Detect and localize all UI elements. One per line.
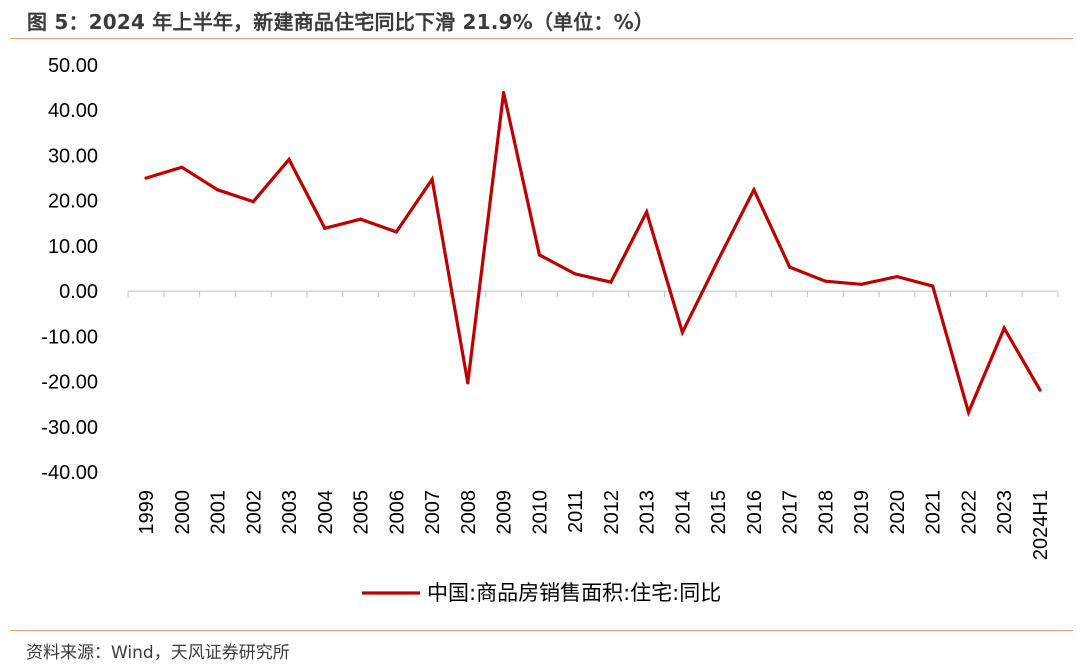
y-tick-label: 0.00 (59, 281, 98, 303)
data-point (215, 188, 220, 192)
y-axis-ticks: 50.00 40.00 30.00 20.00 10.00 0.00 -10.00 -20.0… (41, 55, 98, 484)
series-points (144, 90, 1042, 414)
x-tick-label: 2018 (815, 490, 837, 535)
legend-label: 中国:商品房销售面积:住宅:同比 (427, 581, 721, 605)
y-tick-label: -20.00 (41, 372, 98, 394)
y-tick-label: 10.00 (48, 236, 98, 258)
x-tick-label: 2016 (744, 490, 766, 535)
x-tick-label: 2024H1 (1030, 490, 1052, 560)
x-tick-label: 2008 (458, 490, 480, 535)
y-tick-label: 40.00 (48, 100, 98, 122)
x-tick-label: 2002 (243, 490, 265, 535)
data-point (537, 253, 541, 257)
data-point (609, 280, 613, 284)
data-point (645, 210, 649, 214)
x-tick-label: 2012 (601, 490, 623, 535)
y-tick-label: -10.00 (41, 326, 98, 348)
x-tick-label: 2005 (351, 490, 373, 535)
data-point (287, 157, 291, 162)
x-tick-label: 2001 (208, 490, 230, 535)
y-tick-label: 50.00 (48, 55, 98, 77)
data-point (752, 188, 756, 192)
x-tick-label: 2019 (851, 490, 873, 535)
x-tick-label: 2022 (958, 490, 980, 535)
x-tick-label: 2003 (279, 490, 301, 535)
data-point (680, 330, 685, 334)
x-tick-label: 2007 (422, 490, 444, 535)
data-point (716, 258, 720, 262)
data-point (966, 410, 971, 414)
x-tick-label: 1999 (136, 490, 158, 535)
data-point (430, 177, 434, 182)
y-tick-label: -30.00 (41, 417, 98, 439)
source-note: 资料来源：Wind，天风证券研究所 (26, 643, 290, 663)
y-tick-label: -40.00 (41, 462, 98, 484)
x-tick-label: 2017 (780, 490, 802, 535)
x-tick-label: 2014 (672, 490, 694, 535)
legend: 中国:商品房销售面积:住宅:同比 (362, 581, 721, 605)
data-point (1002, 326, 1006, 330)
bottom-divider (10, 630, 1073, 631)
x-tick-label: 2000 (172, 490, 194, 535)
x-tick-label: 2010 (529, 490, 551, 535)
data-point (323, 226, 327, 230)
data-point (466, 381, 470, 385)
figure-header: 图 5：2024 年上半年，新建商品住宅同比下滑 21.9%（单位：%） (0, 0, 1080, 38)
x-tick-label: 2006 (386, 490, 408, 535)
x-tick-label: 2021 (923, 490, 945, 535)
data-point (144, 176, 148, 180)
data-point (823, 279, 828, 283)
y-tick-label: 20.00 (48, 191, 98, 213)
x-tick-label: 2011 (565, 490, 587, 533)
x-tick-label: 2015 (708, 490, 730, 535)
data-point (358, 217, 363, 221)
series-line (145, 92, 1042, 418)
data-point (931, 284, 935, 288)
data-point (859, 282, 863, 286)
data-point (394, 230, 398, 234)
line-chart: 50.00 40.00 30.00 20.00 10.00 0.00 -10.00 -20.0… (41, 55, 1059, 605)
data-point (180, 165, 184, 169)
data-point (502, 90, 506, 95)
data-point (788, 265, 792, 269)
data-point (573, 272, 577, 276)
data-point (251, 199, 255, 204)
x-tick-label: 2004 (315, 490, 337, 535)
x-tick-label: 2020 (887, 490, 909, 535)
x-axis-ticks: 1999 2000 2001 2002 2003 2004 2005 2006 2007 2008… (136, 490, 1052, 560)
x-axis-tick-marks (127, 291, 1059, 298)
top-divider (10, 38, 1073, 39)
y-tick-label: 30.00 (48, 145, 98, 167)
figure-title: 图 5：2024 年上半年，新建商品住宅同比下滑 21.9%（单位：%） (27, 10, 655, 34)
x-tick-label: 2013 (637, 490, 659, 535)
x-tick-label: 2009 (494, 490, 516, 535)
data-point (895, 275, 899, 279)
data-point (1038, 388, 1042, 392)
x-tick-label: 2023 (994, 490, 1016, 535)
